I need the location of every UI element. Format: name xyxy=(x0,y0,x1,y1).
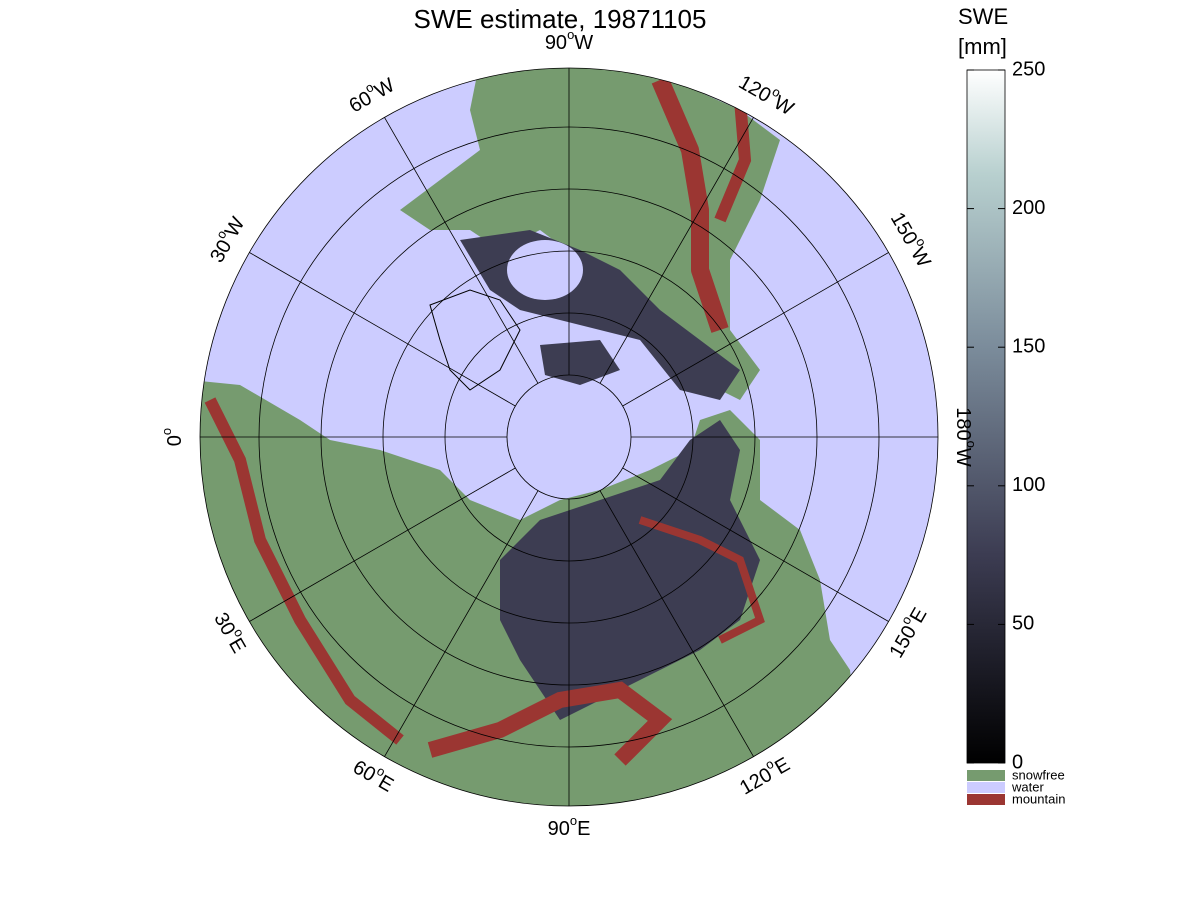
meridian-hemisphere: E xyxy=(771,754,794,780)
colorbar-tick-label: 100 xyxy=(1012,474,1045,496)
colorbar-tick-label: 200 xyxy=(1012,197,1045,219)
colorbar-tick-label: 50 xyxy=(1012,613,1034,635)
legend-label: snowfree xyxy=(1012,767,1065,782)
andes-rockies-east xyxy=(714,99,752,223)
colorbar-label: [mm] xyxy=(958,34,1007,59)
colorbar-tick-label: 150 xyxy=(1012,335,1045,357)
legend-label: water xyxy=(1011,779,1044,794)
meridian-hemisphere: E xyxy=(577,818,590,840)
siberian-mountains xyxy=(638,516,765,644)
meridian xyxy=(599,490,754,757)
meridian-degree: 30 xyxy=(206,236,236,266)
meridian xyxy=(384,490,539,757)
legend-swatch xyxy=(967,770,1005,781)
meridian xyxy=(384,117,539,384)
meridian xyxy=(622,467,889,622)
meridian-degree: 120 xyxy=(735,72,775,108)
meridian-degree: 150 xyxy=(886,622,922,662)
colorbar-tick-label: 0 xyxy=(1012,751,1023,773)
meridian-label: 60oW xyxy=(343,70,398,117)
legend-swatch xyxy=(967,794,1005,805)
meridian-degree: 90 xyxy=(548,818,570,840)
meridian-hemisphere: W xyxy=(371,74,398,103)
colorbar-label: SWE xyxy=(958,4,1008,29)
meridian-hemisphere: W xyxy=(952,448,974,467)
meridian xyxy=(249,252,516,407)
greenland-outline xyxy=(429,289,521,391)
degree-symbol: o xyxy=(567,27,574,42)
meridian-label: 90oE xyxy=(548,813,591,840)
colorbar xyxy=(966,69,1006,764)
meridian-label: 30oW xyxy=(202,211,249,266)
map-title: SWE estimate, 19871105 xyxy=(414,4,707,34)
degree-symbol: o xyxy=(964,441,979,448)
meridian xyxy=(599,117,754,384)
meridian-hemisphere: W xyxy=(574,32,593,54)
arctic-islands xyxy=(540,340,620,385)
degree-symbol: o xyxy=(570,813,577,828)
meridian xyxy=(249,467,516,622)
meridian-hemisphere: E xyxy=(224,635,250,658)
colorbar-tick-label: 250 xyxy=(1012,58,1045,80)
meridian-degree: 180 xyxy=(952,407,974,440)
meridian-hemisphere: W xyxy=(906,244,935,271)
meridian xyxy=(622,252,889,407)
meridian-degree: 90 xyxy=(545,32,567,54)
degree-symbol: o xyxy=(159,428,174,435)
meridian-degree: 0 xyxy=(164,435,186,446)
legend-label: mountain xyxy=(1012,791,1065,806)
european-mountains xyxy=(204,397,404,745)
asian-mountains xyxy=(427,681,673,766)
map-disk xyxy=(200,68,938,806)
meridian-label: 180oW xyxy=(952,407,979,467)
meridian-degree: 60 xyxy=(349,756,379,786)
eurasia-snow xyxy=(500,420,760,720)
hudson-bay xyxy=(507,240,583,300)
legend-swatch xyxy=(967,782,1005,793)
meridian-label: 0o xyxy=(159,428,186,446)
meridian-label: 90oW xyxy=(545,27,593,54)
